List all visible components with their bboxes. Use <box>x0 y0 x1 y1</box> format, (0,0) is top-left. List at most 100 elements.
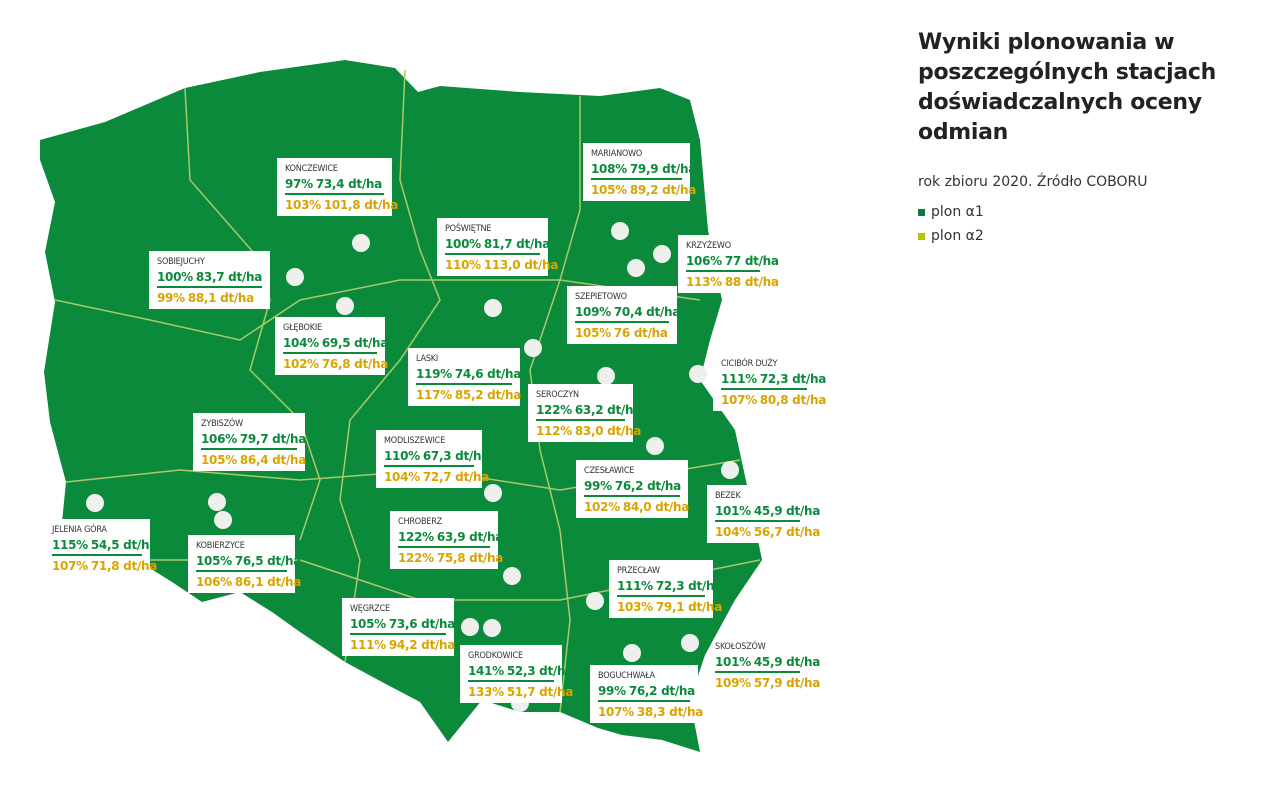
station-label: BEZEK 101% 45,9 dt/ha 104% 56,7 dt/ha <box>707 485 820 543</box>
yield-value-a1: 81,7 dt/ha <box>483 237 551 251</box>
station-dot <box>352 234 370 252</box>
station-name: SKOŁOSZÓW <box>715 642 766 652</box>
percent-a1: 119% <box>416 367 452 381</box>
percent-a1: 115% <box>52 538 88 552</box>
percent-a1: 106% <box>201 432 237 446</box>
percent-a2: 105% <box>591 183 627 197</box>
percent-a2: 102% <box>584 500 620 514</box>
percent-a1: 105% <box>350 617 386 631</box>
station-name: KOŃCZEWICE <box>285 164 338 174</box>
yield-a2: 111% 94,2 dt/ha <box>350 635 455 652</box>
percent-a2: 111% <box>350 638 386 652</box>
station-name: GRODKOWICE <box>468 651 523 661</box>
station-label: CZESŁAWICE 99% 76,2 dt/ha 102% 84,0 dt/ha <box>576 460 690 518</box>
percent-a1: 105% <box>196 554 232 568</box>
yield-a1: 115% 54,5 dt/ha <box>52 538 157 556</box>
station-name: JELENIA GÓRA <box>52 525 107 535</box>
yield-a1: 101% 45,9 dt/ha <box>715 504 820 522</box>
yield-value-a2: 94,2 dt/ha <box>388 638 456 652</box>
yield-value-a2: 57,9 dt/ha <box>753 676 821 690</box>
station-label: SKOŁOSZÓW 101% 45,9 dt/ha 109% 57,9 dt/ha <box>707 636 820 694</box>
percent-a2: 105% <box>575 326 611 340</box>
yield-value-a1: 79,9 dt/ha <box>629 162 697 176</box>
station-label: ZYBISZÓW 106% 79,7 dt/ha 105% 86,4 dt/ha <box>193 413 307 471</box>
station-label: SZEPIETOWO 109% 70,4 dt/ha 105% 76 dt/ha <box>567 286 680 344</box>
station-name: BOGUCHWAŁA <box>598 671 655 681</box>
percent-a2: 102% <box>283 357 319 371</box>
percent-a2: 113% <box>686 275 722 289</box>
station-name: MODLISZEWICE <box>384 436 446 446</box>
station-dot <box>611 222 629 240</box>
yield-a2: 103% 79,1 dt/ha <box>617 597 722 614</box>
yield-value-a1: 63,9 dt/ha <box>436 530 504 544</box>
station-name: KOBIERZYCE <box>196 541 245 551</box>
yield-value-a1: 72,3 dt/ha <box>655 579 723 593</box>
station-dot <box>483 619 501 637</box>
station-dot <box>484 484 502 502</box>
station-name: GŁĘBOKIE <box>283 323 322 333</box>
yield-a1: 106% 79,7 dt/ha <box>201 432 306 450</box>
yield-value-a1: 54,5 dt/ha <box>90 538 158 552</box>
subtitle: rok zbioru 2020. Źródło COBORU <box>918 174 1148 190</box>
percent-a2: 104% <box>715 525 751 539</box>
yield-a1: 100% 83,7 dt/ha <box>157 270 262 288</box>
station-dot <box>623 644 641 662</box>
percent-a1: 104% <box>283 336 319 350</box>
station-name: LASKI <box>416 354 439 364</box>
yield-a2: 110% 113,0 dt/ha <box>445 255 558 272</box>
yield-value-a1: 76,5 dt/ha <box>234 554 302 568</box>
yield-value-a2: 71,8 dt/ha <box>90 559 158 573</box>
yield-value-a2: 101,8 dt/ha <box>323 198 399 212</box>
station-dot <box>646 437 664 455</box>
yield-value-a1: 74,6 dt/ha <box>454 367 522 381</box>
percent-a2: 107% <box>52 559 88 573</box>
yield-a2: 107% 80,8 dt/ha <box>721 390 826 407</box>
station-label: CICIBÓR DUŻY 111% 72,3 dt/ha 107% 80,8 dt/ha <box>713 353 826 411</box>
percent-a1: 122% <box>398 530 434 544</box>
station-label: GŁĘBOKIE 104% 69,5 dt/ha 102% 76,8 dt/ha <box>275 317 388 375</box>
yield-value-a2: 76,8 dt/ha <box>321 357 389 371</box>
yield-value-a2: 84,0 dt/ha <box>622 500 690 514</box>
percent-a2: 110% <box>445 258 481 272</box>
yield-value-a2: 56,7 dt/ha <box>753 525 821 539</box>
yield-value-a1: 76,2 dt/ha <box>614 479 681 493</box>
percent-a1: 108% <box>591 162 627 176</box>
station-dot <box>461 618 479 636</box>
yield-a1: 109% 70,4 dt/ha <box>575 305 680 323</box>
yield-a1: 97% 73,4 dt/ha <box>285 177 384 195</box>
percent-a1: 141% <box>468 664 504 678</box>
station-name: BEZEK <box>715 491 741 501</box>
station-dot <box>524 339 542 357</box>
percent-a1: 110% <box>384 449 420 463</box>
station-dot <box>86 494 104 512</box>
yield-value-a2: 80,8 dt/ha <box>759 393 827 407</box>
station-dot <box>653 245 671 263</box>
yield-a1: 122% 63,9 dt/ha <box>398 530 503 548</box>
percent-a2: 109% <box>715 676 751 690</box>
station-name: KRZYŻEWO <box>686 241 731 251</box>
yield-a2: 105% 76 dt/ha <box>575 323 669 340</box>
yield-a2: 113% 88 dt/ha <box>686 272 779 289</box>
station-dot <box>208 493 226 511</box>
station-name: CHROBERZ <box>398 517 442 527</box>
yield-value-a2: 85,2 dt/ha <box>454 388 522 402</box>
station-name: SEROCZYN <box>536 390 579 400</box>
station-dot <box>286 268 304 286</box>
percent-a1: 99% <box>584 479 612 493</box>
yield-a2: 106% 86,1 dt/ha <box>196 572 301 589</box>
yield-value-a1: 45,9 dt/ha <box>753 504 821 518</box>
yield-a2: 107% 38,3 dt/ha <box>598 702 703 719</box>
percent-a2: 133% <box>468 685 504 699</box>
station-name: SZEPIETOWO <box>575 292 627 302</box>
yield-a2: 102% 76,8 dt/ha <box>283 354 388 371</box>
percent-a2: 106% <box>196 575 232 589</box>
yield-value-a2: 83,0 dt/ha <box>574 424 642 438</box>
yield-value-a1: 70,4 dt/ha <box>613 305 681 319</box>
yield-value-a2: 88,1 dt/ha <box>187 291 254 305</box>
legend-swatch <box>918 232 925 240</box>
yield-a1: 119% 74,6 dt/ha <box>416 367 521 385</box>
yield-a1: 110% 67,3 dt/ha <box>384 449 489 467</box>
yield-value-a1: 76,2 dt/ha <box>628 684 695 698</box>
yield-value-a2: 86,4 dt/ha <box>239 453 307 467</box>
